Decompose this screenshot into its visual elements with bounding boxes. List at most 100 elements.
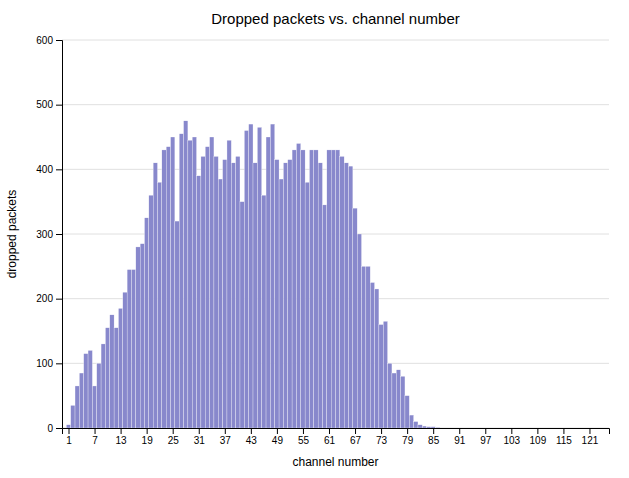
tick: 1 bbox=[66, 428, 72, 446]
tick-label: 19 bbox=[142, 435, 154, 446]
bar bbox=[557, 428, 561, 429]
bar bbox=[527, 428, 531, 429]
tick-mark bbox=[459, 428, 460, 434]
tick-label: 103 bbox=[503, 435, 520, 446]
y-axis-title: dropped packets bbox=[5, 190, 19, 279]
bar bbox=[496, 428, 500, 429]
bar bbox=[505, 428, 509, 429]
tick-label: 85 bbox=[428, 435, 440, 446]
bar bbox=[270, 124, 274, 428]
tick: 7 bbox=[92, 428, 98, 446]
bar bbox=[349, 166, 353, 428]
tick: 103 bbox=[503, 428, 520, 446]
bar bbox=[231, 163, 235, 428]
bar bbox=[579, 428, 583, 429]
bar bbox=[448, 428, 452, 429]
tick-mark bbox=[381, 428, 382, 434]
tick-label: 121 bbox=[582, 435, 599, 446]
bar bbox=[79, 373, 83, 428]
tick-label: 73 bbox=[376, 435, 388, 446]
tick-label: 49 bbox=[272, 435, 284, 446]
tick: 85 bbox=[428, 428, 440, 446]
tick-label: 97 bbox=[480, 435, 492, 446]
bar bbox=[570, 428, 574, 429]
bar bbox=[366, 266, 370, 428]
bar bbox=[105, 328, 109, 428]
bar bbox=[401, 376, 405, 428]
tick-label: 400 bbox=[36, 164, 53, 175]
bar bbox=[201, 156, 205, 428]
bar bbox=[327, 150, 331, 428]
tick: 97 bbox=[480, 428, 492, 446]
x-axis: 1713192531374349556167737985919710310911… bbox=[63, 428, 610, 446]
bar bbox=[197, 176, 201, 428]
bar bbox=[283, 163, 287, 428]
tick: 121 bbox=[582, 428, 599, 446]
bars bbox=[66, 121, 439, 428]
bar bbox=[92, 386, 96, 428]
bar bbox=[318, 163, 322, 428]
tick-mark bbox=[537, 428, 538, 434]
tick: 37 bbox=[220, 428, 232, 446]
tick: 79 bbox=[402, 428, 414, 446]
bar bbox=[158, 182, 162, 428]
tick-mark bbox=[56, 363, 62, 364]
bar bbox=[605, 428, 609, 429]
tick-mark bbox=[355, 428, 356, 434]
bar bbox=[75, 386, 79, 428]
bar bbox=[535, 428, 539, 429]
tick: 67 bbox=[350, 428, 362, 446]
tick-label: 67 bbox=[350, 435, 362, 446]
tick-mark bbox=[56, 428, 62, 429]
bar bbox=[144, 218, 148, 428]
bar bbox=[540, 428, 544, 429]
tick: 25 bbox=[168, 428, 180, 446]
bar bbox=[110, 315, 114, 428]
tick: 100 bbox=[36, 358, 62, 369]
tick-mark bbox=[56, 299, 62, 300]
bar bbox=[101, 344, 105, 428]
tick-mark bbox=[173, 428, 174, 434]
bar bbox=[309, 150, 313, 428]
bar bbox=[240, 202, 244, 428]
bar bbox=[487, 428, 491, 429]
bar bbox=[292, 150, 296, 428]
bar bbox=[123, 292, 127, 428]
bar bbox=[275, 160, 279, 428]
bar bbox=[444, 428, 448, 429]
tick: 600 bbox=[36, 35, 62, 46]
bar bbox=[513, 428, 517, 429]
bar bbox=[362, 266, 366, 428]
tick-mark bbox=[511, 428, 512, 434]
bar bbox=[492, 428, 496, 429]
bar bbox=[214, 156, 218, 428]
bar bbox=[249, 124, 253, 428]
tick-label: 109 bbox=[530, 435, 547, 446]
bar bbox=[457, 428, 461, 429]
tick: 55 bbox=[298, 428, 310, 446]
tick: 19 bbox=[142, 428, 154, 446]
bar bbox=[405, 396, 409, 428]
bar bbox=[470, 428, 474, 429]
bar bbox=[474, 428, 478, 429]
bar bbox=[574, 428, 578, 429]
bar bbox=[548, 428, 552, 429]
bar bbox=[162, 150, 166, 428]
tick-mark bbox=[225, 428, 226, 434]
x-axis-title: channel number bbox=[292, 455, 378, 469]
tick-mark bbox=[407, 428, 408, 434]
bar bbox=[453, 428, 457, 429]
bar bbox=[435, 427, 439, 428]
bar bbox=[422, 426, 426, 428]
bar bbox=[253, 163, 257, 428]
bar bbox=[553, 428, 557, 429]
tick: 400 bbox=[36, 164, 62, 175]
bar bbox=[171, 137, 175, 428]
tick: 115 bbox=[556, 428, 572, 446]
bar bbox=[466, 428, 470, 429]
bar bbox=[388, 363, 392, 428]
bar bbox=[370, 283, 374, 429]
tick: 300 bbox=[36, 229, 62, 240]
bar bbox=[357, 234, 361, 428]
y-axis: 0100200300400500600 bbox=[36, 35, 62, 434]
